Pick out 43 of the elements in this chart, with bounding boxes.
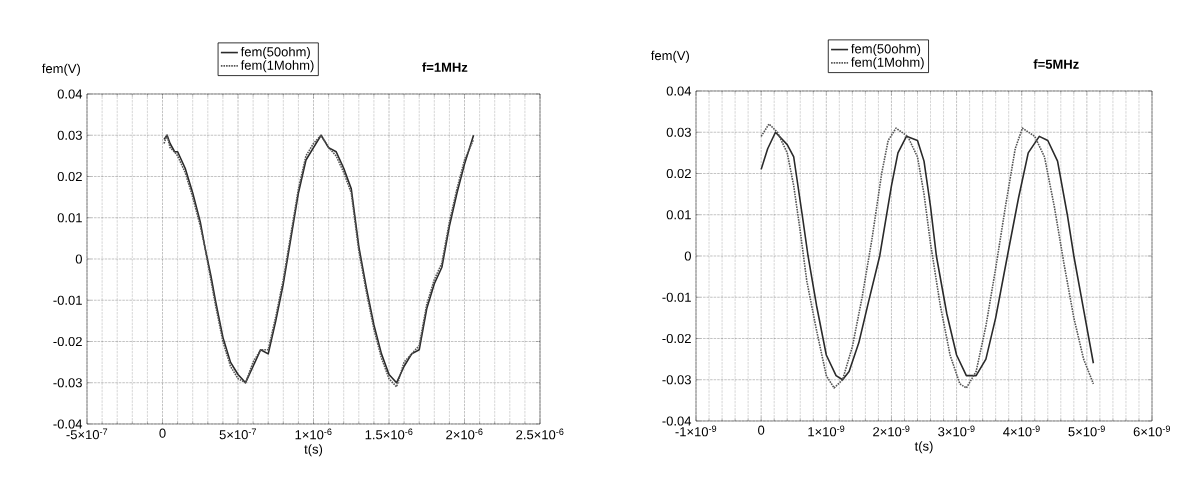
x-tick-label: 1×10$^{-6}$ [295,428,332,440]
x-tick-label: -1×10$^{-9}$ [675,425,717,437]
legend-label: fem(50ohm) [240,46,310,59]
y-tick-label: 0.02 [57,171,82,182]
y-tick-label: 0.03 [666,127,691,137]
y-tick-label: -0.04 [662,416,692,426]
x-axis-title: t(s) [304,444,323,457]
x-tick-label: 2.5×10$^{-6}$ [516,428,564,440]
y-axis-title: fem(V) [42,63,80,76]
y-tick-label: 0.01 [57,213,82,223]
y-tick-label: -0.04 [53,419,83,429]
y-tick-label: 0 [75,254,82,264]
chart-title: f=1MHz [422,62,468,72]
x-tick-label: 1×10$^{-9}$ [808,425,845,437]
y-tick-label: -0.03 [53,378,82,388]
y-tick-label: 0 [684,251,691,261]
y-tick-label: 0.03 [57,130,82,140]
y-axis-title: fem(V) [651,50,689,63]
x-tick-label: 4×10$^{-9}$ [1003,425,1040,437]
x-tick-label: 6×10$^{-9}$ [1133,425,1171,437]
y-tick-label: 0.04 [57,89,83,99]
legend-label: fem(50ohm) [851,43,921,56]
y-tick-label: 0.01 [666,210,691,220]
y-tick-label: 0.04 [666,86,692,96]
y-tick-label: -0.02 [662,333,691,344]
legend-label: fem(1Mohm) [240,60,314,73]
chart-title: f=5MHz [1033,59,1079,69]
y-tick-label: 0.02 [666,168,691,179]
legend-label: fem(1Mohm) [851,57,924,70]
x-tick-label: -5×10$^{-7}$ [66,428,108,440]
x-tick-label: 5×10$^{-7}$ [219,428,256,440]
x-tick-label: 0 [159,428,166,438]
y-tick-label: -0.03 [662,375,691,385]
y-tick-label: -0.01 [662,292,691,302]
x-axis-title: t(s) [914,441,933,454]
x-tick-label: 1.5×10$^{-6}$ [365,428,413,440]
x-tick-label: 0 [758,425,765,435]
x-tick-label: 3×10$^{-9}$ [938,425,975,437]
y-tick-label: -0.01 [53,295,82,305]
x-tick-label: 2×10$^{-9}$ [873,425,910,437]
y-tick-label: -0.02 [53,336,82,347]
x-tick-label: 2×10$^{-6}$ [446,428,483,440]
x-tick-label: 5×10$^{-9}$ [1068,425,1105,437]
